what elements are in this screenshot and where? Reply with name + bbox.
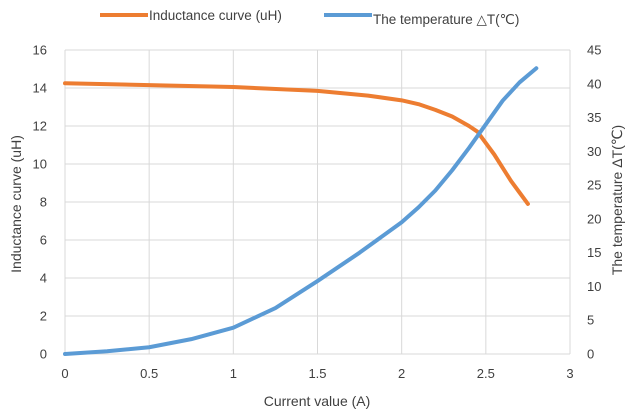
x-tick-label: 0 bbox=[61, 366, 68, 381]
legend-label-temperature: The temperature △T(℃) bbox=[373, 12, 519, 27]
y2-tick-label: 10 bbox=[587, 279, 601, 294]
y-tick-label: 14 bbox=[33, 81, 47, 96]
y2-tick-label: 40 bbox=[587, 76, 601, 91]
y2-tick-label: 45 bbox=[587, 43, 601, 58]
y-tick-label: 10 bbox=[33, 157, 47, 172]
y-tick-label: 4 bbox=[40, 271, 47, 286]
x-axis-title: Current value (A) bbox=[264, 393, 371, 409]
y-tick-label: 16 bbox=[33, 43, 47, 58]
legend-label-inductance: Inductance curve (uH) bbox=[149, 8, 282, 23]
y-tick-label: 2 bbox=[40, 309, 47, 324]
x-tick-label: 0.5 bbox=[140, 366, 158, 381]
series-line-inductance bbox=[63, 81, 530, 206]
y-tick-label: 12 bbox=[33, 119, 47, 134]
y-tick-label: 8 bbox=[40, 195, 47, 210]
y2-tick-label: 15 bbox=[587, 245, 601, 260]
x-tick-label: 2 bbox=[398, 366, 405, 381]
y2-tick-label: 20 bbox=[587, 211, 601, 226]
x-tick-label: 1.5 bbox=[308, 366, 326, 381]
x-tick-label: 2.5 bbox=[477, 366, 495, 381]
series-line-temperature bbox=[63, 66, 539, 356]
y2-tick-label: 25 bbox=[587, 178, 601, 193]
y2-tick-label: 30 bbox=[587, 144, 601, 159]
y-axis-title: Inductance curve (uH) bbox=[8, 135, 24, 273]
grid bbox=[64, 49, 571, 355]
y2-tick-label: 5 bbox=[587, 313, 594, 328]
legend: Inductance curve (uH) The temperature △T… bbox=[100, 8, 519, 27]
x-tick-label: 3 bbox=[566, 366, 573, 381]
series-lines bbox=[63, 66, 539, 356]
y2-tick-label: 0 bbox=[587, 347, 594, 362]
y-tick-label: 6 bbox=[40, 233, 47, 248]
y2-axis-title: The temperature ΔT(℃) bbox=[609, 125, 625, 275]
y2-tick-label: 35 bbox=[587, 110, 601, 125]
y-tick-label: 0 bbox=[40, 347, 47, 362]
x-tick-label: 1 bbox=[230, 366, 237, 381]
